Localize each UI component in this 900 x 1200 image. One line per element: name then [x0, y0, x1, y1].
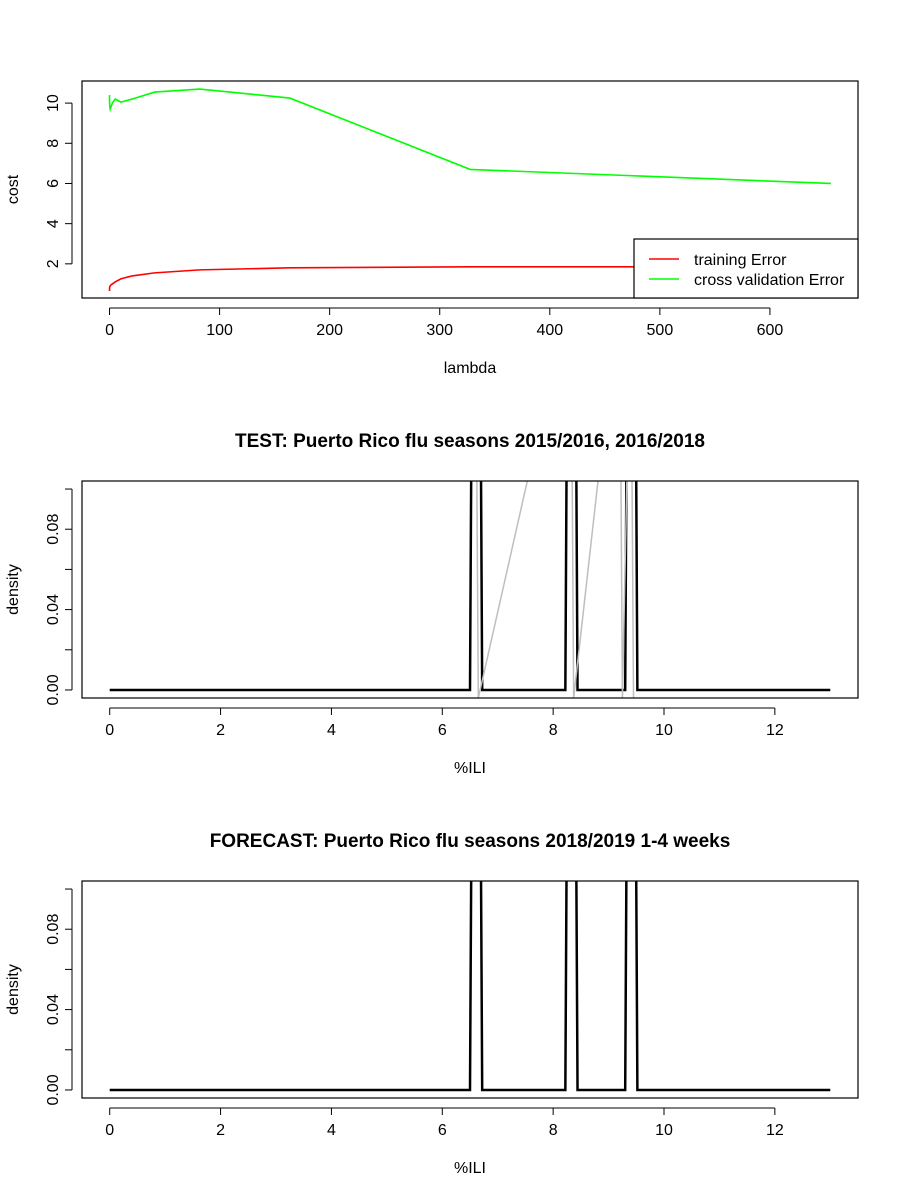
- x-tick-label: 2: [216, 1122, 225, 1139]
- x-tick-label: 10: [655, 722, 673, 739]
- x-tick-label: 12: [766, 1122, 784, 1139]
- x-tick-label: 0: [105, 322, 114, 339]
- y-tick-label: 0.08: [45, 514, 62, 545]
- chart-panel-2: 0 2 4 6 8 10 12 0.00 0.04 0.08 %ILI density TEST: Pu…: [5, 431, 859, 777]
- x-tick-label: 4: [327, 1122, 336, 1139]
- legend-box: [633, 238, 859, 299]
- x-axis-label: lambda: [444, 360, 497, 377]
- series-line-1: [109, 881, 831, 1092]
- chart-panel-1: 0 100 200 300 400 500 600 2 4 6 8 10 lambda cost train…: [5, 80, 859, 377]
- plot-frame: [81, 880, 859, 1099]
- y-tick-label: 0.00: [45, 1074, 62, 1105]
- y-tick-label: 2: [45, 259, 62, 268]
- x-tick-label: 6: [438, 722, 447, 739]
- y-axis-label: cost: [5, 174, 22, 204]
- y-tick-label: 10: [45, 94, 62, 112]
- plot-frame: [81, 80, 859, 299]
- x-axis-label: %ILI: [454, 760, 486, 777]
- y-tick-label: 4: [45, 219, 62, 228]
- legend: training Error cross validation Error: [633, 238, 859, 299]
- plot-frame: [81, 480, 859, 699]
- x-tick-label: 0: [105, 1122, 114, 1139]
- y-tick-label: 8: [45, 139, 62, 148]
- x-tick-label: 500: [647, 322, 674, 339]
- y-tick-label: 0.04: [45, 594, 62, 625]
- y-tick-label: 0.04: [45, 994, 62, 1025]
- y-axis-label: density: [5, 964, 22, 1015]
- x-axis-label: %ILI: [454, 1160, 486, 1177]
- x-tick-label: 600: [757, 322, 784, 339]
- x-tick-label: 6: [438, 1122, 447, 1139]
- y-tick-label: 6: [45, 179, 62, 188]
- x-tick-label: 4: [327, 722, 336, 739]
- x-tick-label: 12: [766, 722, 784, 739]
- x-tick-label: 2: [216, 722, 225, 739]
- x-tick-label: 400: [536, 322, 563, 339]
- legend-label: training Error: [694, 252, 787, 269]
- x-tick-label: 8: [549, 1122, 558, 1139]
- series-line-2: [108, 88, 831, 185]
- legend-label: cross validation Error: [694, 272, 845, 289]
- series-line-1: [108, 266, 831, 291]
- x-tick-label: 8: [549, 722, 558, 739]
- x-tick-label: 10: [655, 1122, 673, 1139]
- x-tick-label: 200: [316, 322, 343, 339]
- chart-title: TEST: Puerto Rico flu seasons 2015/2016,…: [235, 431, 705, 452]
- chart-panel-3: 0 2 4 6 8 10 12 0.00 0.04 0.08 %ILI density FORECAST…: [5, 831, 859, 1177]
- y-tick-label: 0.08: [45, 914, 62, 945]
- series-line-1: [109, 481, 831, 692]
- y-tick-label: 0.00: [45, 674, 62, 705]
- x-tick-label: 0: [105, 722, 114, 739]
- series-line-2: [476, 481, 635, 698]
- x-tick-label: 300: [426, 322, 453, 339]
- x-tick-label: 100: [206, 322, 233, 339]
- chart-title: FORECAST: Puerto Rico flu seasons 2018/2…: [210, 831, 731, 852]
- y-axis-label: density: [5, 564, 22, 615]
